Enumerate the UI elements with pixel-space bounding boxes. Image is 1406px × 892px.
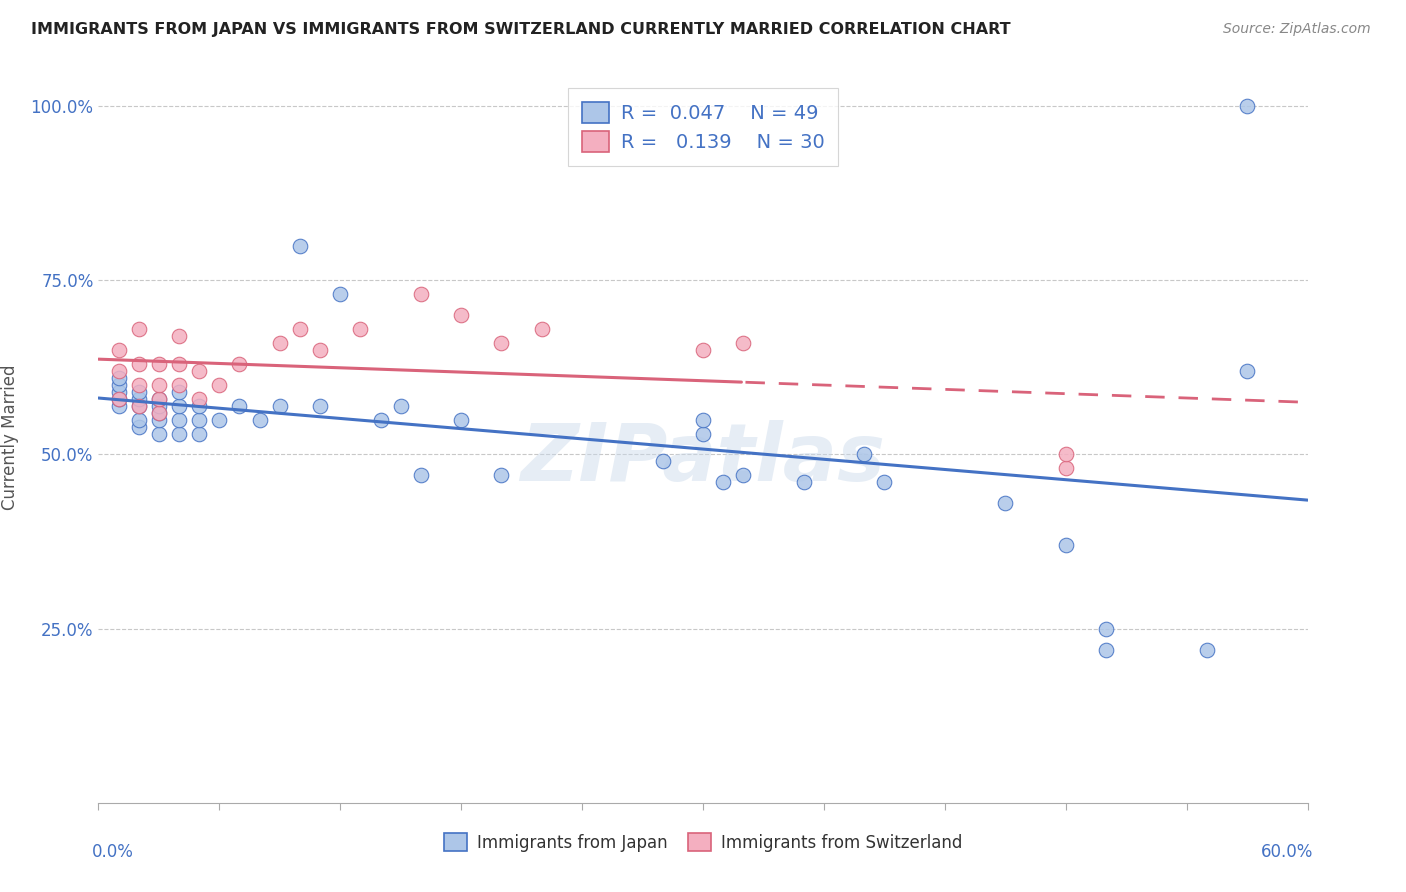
Point — [651, 454, 673, 468]
Point — [1195, 642, 1218, 657]
Point — [692, 426, 714, 441]
Point — [107, 364, 129, 378]
Point — [269, 336, 291, 351]
Point — [530, 322, 553, 336]
Point — [107, 371, 129, 385]
Point — [128, 384, 150, 399]
Point — [1095, 622, 1118, 636]
Point — [188, 364, 211, 378]
Point — [228, 357, 250, 371]
Point — [148, 377, 170, 392]
Point — [167, 329, 190, 343]
Legend: Immigrants from Japan, Immigrants from Switzerland: Immigrants from Japan, Immigrants from S… — [436, 825, 970, 860]
Point — [711, 475, 734, 490]
Point — [167, 377, 190, 392]
Point — [107, 343, 129, 357]
Point — [107, 399, 129, 413]
Point — [249, 412, 271, 426]
Point — [107, 384, 129, 399]
Point — [107, 392, 129, 406]
Point — [450, 412, 472, 426]
Point — [228, 399, 250, 413]
Point — [309, 343, 332, 357]
Point — [288, 322, 311, 336]
Point — [167, 412, 190, 426]
Point — [128, 419, 150, 434]
Y-axis label: Currently Married: Currently Married — [1, 364, 20, 510]
Point — [309, 399, 332, 413]
Point — [128, 357, 150, 371]
Point — [148, 357, 170, 371]
Point — [188, 399, 211, 413]
Point — [793, 475, 815, 490]
Point — [853, 448, 876, 462]
Point — [409, 468, 432, 483]
Point — [450, 308, 472, 322]
Point — [188, 412, 211, 426]
Point — [389, 399, 412, 413]
Point — [733, 336, 755, 351]
Point — [208, 412, 231, 426]
Point — [733, 468, 755, 483]
Text: Source: ZipAtlas.com: Source: ZipAtlas.com — [1223, 22, 1371, 37]
Point — [1236, 364, 1258, 378]
Point — [1054, 448, 1077, 462]
Point — [148, 392, 170, 406]
Text: ZIPatlas: ZIPatlas — [520, 420, 886, 498]
Point — [148, 399, 170, 413]
Point — [1095, 642, 1118, 657]
Point — [128, 392, 150, 406]
Text: IMMIGRANTS FROM JAPAN VS IMMIGRANTS FROM SWITZERLAND CURRENTLY MARRIED CORRELATI: IMMIGRANTS FROM JAPAN VS IMMIGRANTS FROM… — [31, 22, 1011, 37]
Point — [148, 406, 170, 420]
Point — [128, 412, 150, 426]
Point — [188, 426, 211, 441]
Point — [107, 392, 129, 406]
Point — [128, 399, 150, 413]
Point — [128, 322, 150, 336]
Text: 0.0%: 0.0% — [93, 843, 134, 861]
Point — [208, 377, 231, 392]
Point — [148, 426, 170, 441]
Point — [188, 392, 211, 406]
Point — [349, 322, 371, 336]
Point — [148, 392, 170, 406]
Point — [1236, 99, 1258, 113]
Point — [288, 238, 311, 252]
Point — [692, 412, 714, 426]
Point — [692, 343, 714, 357]
Point — [491, 468, 513, 483]
Point — [148, 406, 170, 420]
Point — [148, 412, 170, 426]
Point — [128, 377, 150, 392]
Point — [873, 475, 896, 490]
Point — [1054, 538, 1077, 552]
Point — [491, 336, 513, 351]
Text: 60.0%: 60.0% — [1261, 843, 1313, 861]
Point — [1054, 461, 1077, 475]
Point — [370, 412, 392, 426]
Point — [167, 357, 190, 371]
Point — [128, 399, 150, 413]
Point — [994, 496, 1017, 510]
Point — [167, 426, 190, 441]
Point — [409, 287, 432, 301]
Point — [167, 384, 190, 399]
Point — [167, 399, 190, 413]
Point — [329, 287, 352, 301]
Point — [269, 399, 291, 413]
Point — [107, 377, 129, 392]
